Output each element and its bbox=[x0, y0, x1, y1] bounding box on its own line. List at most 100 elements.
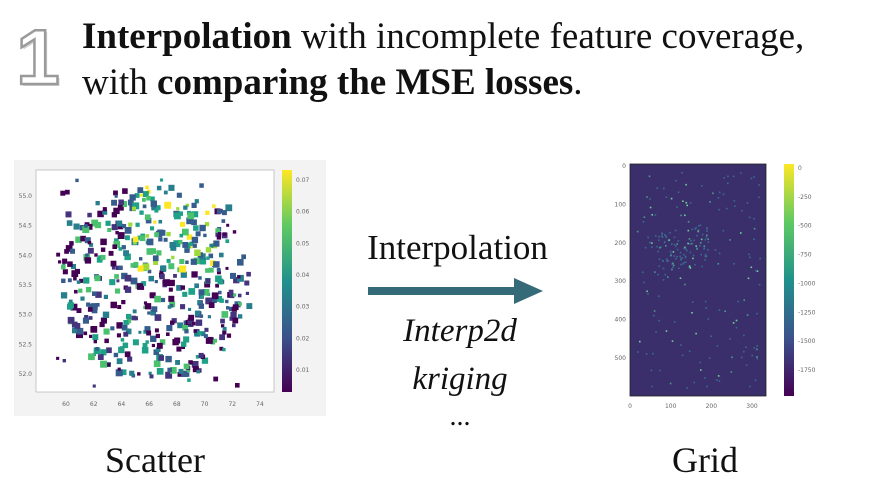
grid-point bbox=[693, 239, 695, 242]
scatter-point bbox=[137, 187, 144, 193]
scatter-point bbox=[181, 341, 187, 347]
grid-x-tick: 0 bbox=[628, 403, 632, 410]
grid-point bbox=[677, 240, 680, 242]
grid-point bbox=[718, 252, 721, 255]
scatter-point bbox=[159, 273, 165, 280]
grid-point bbox=[686, 387, 688, 389]
grid-point bbox=[682, 263, 684, 265]
grid-point bbox=[671, 243, 673, 245]
scatter-point bbox=[230, 311, 237, 319]
scatter-point bbox=[222, 330, 227, 335]
scatter-point bbox=[205, 247, 212, 253]
scatter-point bbox=[92, 384, 96, 388]
grid-point bbox=[668, 239, 670, 241]
grid-y-tick: 500 bbox=[615, 355, 627, 362]
scatter-point bbox=[146, 330, 152, 336]
scatter-point bbox=[232, 304, 239, 311]
scatter-point bbox=[74, 289, 78, 294]
grid-point bbox=[681, 354, 684, 357]
grid-point bbox=[703, 247, 706, 249]
scatter-point bbox=[183, 363, 190, 370]
grid-point bbox=[672, 262, 674, 265]
scatter-point bbox=[221, 324, 225, 328]
scatter-point bbox=[230, 272, 236, 279]
scatter-point bbox=[115, 288, 121, 294]
scatter-point bbox=[89, 242, 94, 247]
scatter-point bbox=[193, 225, 199, 231]
grid-point bbox=[662, 267, 665, 270]
scatter-point bbox=[116, 358, 123, 365]
grid-point bbox=[718, 309, 721, 311]
scatter-point bbox=[66, 220, 73, 226]
scatter-point bbox=[121, 272, 128, 280]
scatter-point bbox=[168, 287, 173, 292]
grid-point bbox=[649, 198, 651, 200]
scatter-point bbox=[100, 254, 106, 260]
scatter-point bbox=[151, 206, 155, 211]
scatter-point bbox=[166, 325, 173, 332]
grid-point bbox=[657, 250, 659, 253]
grid-point bbox=[659, 246, 661, 249]
scatter-point bbox=[159, 339, 166, 345]
scatter-point bbox=[86, 302, 91, 307]
scatter-point bbox=[222, 326, 227, 331]
grid-point bbox=[700, 253, 702, 256]
grid-point bbox=[666, 258, 668, 260]
grid-point bbox=[639, 340, 641, 343]
scatter-point bbox=[241, 254, 246, 260]
grid-point bbox=[691, 228, 693, 231]
scatter-point bbox=[147, 269, 152, 274]
scatter-point bbox=[137, 372, 141, 376]
scatter-point bbox=[97, 210, 104, 218]
scatter-point bbox=[158, 219, 163, 224]
scatter-point bbox=[150, 309, 156, 316]
scatter-point bbox=[139, 257, 143, 261]
headline-bold-mse: comparing the MSE losses bbox=[157, 62, 574, 103]
scatter-point bbox=[150, 248, 156, 254]
grid-point bbox=[657, 273, 659, 276]
scatter-point bbox=[235, 383, 240, 388]
scatter-point bbox=[56, 356, 60, 360]
scatter-point bbox=[178, 211, 183, 216]
grid-point bbox=[703, 245, 706, 247]
scatter-point bbox=[111, 212, 117, 218]
scatter-point bbox=[110, 301, 117, 309]
grid-point bbox=[749, 385, 751, 388]
scatter-point bbox=[198, 276, 202, 280]
grid-colorbar-tick: -250 bbox=[798, 194, 812, 201]
scatter-point bbox=[150, 335, 157, 342]
grid-point bbox=[670, 253, 672, 255]
scatter-point bbox=[87, 307, 93, 312]
grid-point bbox=[704, 238, 707, 241]
grid-point bbox=[707, 318, 710, 320]
grid-point bbox=[740, 356, 743, 359]
scatter-point bbox=[75, 178, 79, 183]
scatter-point bbox=[111, 224, 118, 231]
grid-point bbox=[743, 334, 745, 337]
scatter-point bbox=[88, 353, 95, 361]
grid-x-axis: 0 100 200 300 bbox=[628, 403, 758, 410]
scatter-point bbox=[185, 260, 189, 264]
grid-point bbox=[758, 196, 760, 199]
scatter-point bbox=[73, 223, 80, 230]
scatter-point bbox=[102, 207, 107, 212]
scatter-point bbox=[197, 300, 202, 305]
grid-point bbox=[642, 271, 644, 274]
scatter-point bbox=[127, 356, 133, 362]
scatter-point bbox=[193, 329, 197, 333]
scatter-colorbar bbox=[282, 170, 292, 392]
grid-point bbox=[707, 241, 710, 243]
grid-point bbox=[690, 240, 692, 242]
scatter-point bbox=[213, 376, 219, 382]
scatter-point bbox=[181, 370, 188, 377]
scatter-point bbox=[213, 261, 220, 268]
grid-point bbox=[735, 326, 738, 329]
scatter-point bbox=[123, 250, 129, 257]
scatter-point bbox=[142, 204, 147, 209]
grid-point bbox=[685, 201, 688, 204]
grid-point bbox=[750, 266, 753, 269]
scatter-point bbox=[166, 258, 171, 263]
scatter-point bbox=[82, 317, 89, 324]
scatter-point bbox=[94, 222, 102, 229]
grid-point bbox=[673, 255, 676, 257]
